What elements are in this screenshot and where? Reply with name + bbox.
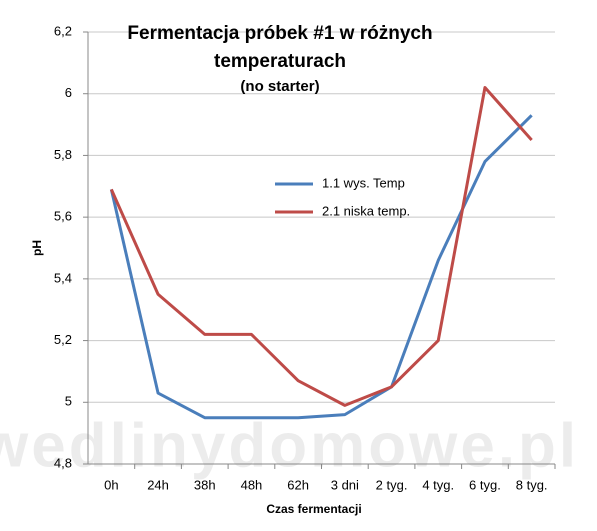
x-tick-label: 3 dni <box>331 477 359 492</box>
legend-label: 2.1 niska temp. <box>322 203 410 218</box>
y-tick-label: 5,2 <box>54 332 72 347</box>
x-tick-label: 38h <box>194 477 216 492</box>
chart-title: Fermentacja próbek #1 w różnych temperat… <box>127 23 433 72</box>
x-tick-label: 62h <box>287 477 309 492</box>
x-tick-label: 2 tyg. <box>376 477 408 492</box>
y-axis-label: pH <box>30 240 44 256</box>
y-tick-label: 6 <box>65 85 72 100</box>
chart-subtitle: (no starter) <box>240 78 320 95</box>
x-tick-label: 48h <box>241 477 263 492</box>
x-tick-label: 4 tyg. <box>422 477 454 492</box>
series-line <box>109 86 533 407</box>
x-tick-label: 6 tyg. <box>469 477 501 492</box>
y-tick-label: 6,2 <box>54 23 72 38</box>
y-tick-label: 5,8 <box>54 147 72 162</box>
x-tick-label: 24h <box>147 477 169 492</box>
series-line <box>109 114 533 420</box>
y-tick-label: 5,4 <box>54 270 72 285</box>
y-tick-label: 5 <box>65 394 72 409</box>
x-tick-label: 0h <box>104 477 118 492</box>
watermark: wedlinydomowe.pl <box>0 411 579 480</box>
y-tick-label: 5,6 <box>54 209 72 224</box>
x-axis-label: Czas fermentacji <box>266 502 361 516</box>
y-tick-label: 4,8 <box>54 455 72 470</box>
x-tick-label: 8 tyg. <box>516 477 548 492</box>
legend-label: 1.1 wys. Temp <box>322 175 405 190</box>
